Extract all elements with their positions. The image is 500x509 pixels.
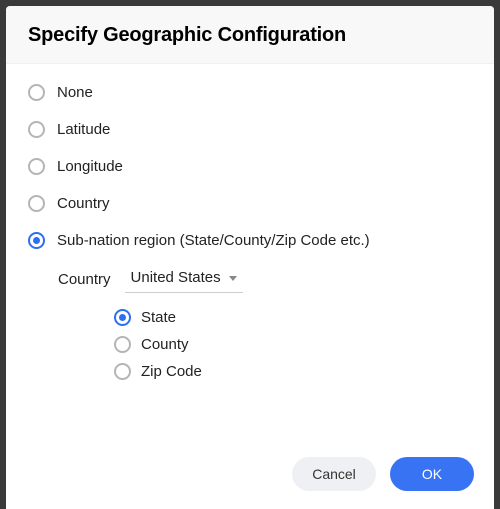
- radio-option-longitude[interactable]: Longitude: [28, 158, 472, 175]
- radio-label: Country: [57, 195, 110, 212]
- cancel-button[interactable]: Cancel: [292, 457, 376, 491]
- dialog-header: Specify Geographic Configuration: [6, 6, 494, 64]
- radio-level-state[interactable]: State: [114, 309, 472, 326]
- radio-label: Longitude: [57, 158, 123, 175]
- radio-icon: [114, 336, 131, 353]
- chevron-down-icon: [229, 276, 237, 281]
- subnation-level-group: State County Zip Code: [58, 309, 472, 380]
- country-selector-row: Country United States: [58, 265, 472, 293]
- radio-icon: [28, 121, 45, 138]
- radio-icon: [28, 232, 45, 249]
- radio-icon: [114, 309, 131, 326]
- radio-icon: [28, 158, 45, 175]
- radio-label: State: [141, 309, 176, 326]
- radio-icon: [28, 84, 45, 101]
- radio-label: County: [141, 336, 189, 353]
- dialog-body: None Latitude Longitude Country Sub-nati…: [6, 64, 494, 443]
- radio-label: Sub-nation region (State/County/Zip Code…: [57, 232, 370, 249]
- radio-option-country[interactable]: Country: [28, 195, 472, 212]
- country-label: Country: [58, 271, 111, 288]
- radio-option-subnation[interactable]: Sub-nation region (State/County/Zip Code…: [28, 232, 472, 249]
- radio-option-latitude[interactable]: Latitude: [28, 121, 472, 138]
- geographic-config-dialog: Specify Geographic Configuration None La…: [6, 6, 494, 509]
- ok-button[interactable]: OK: [390, 457, 474, 491]
- radio-option-none[interactable]: None: [28, 84, 472, 101]
- radio-label: Latitude: [57, 121, 110, 138]
- radio-level-county[interactable]: County: [114, 336, 472, 353]
- country-dropdown[interactable]: United States: [125, 265, 243, 293]
- radio-label: Zip Code: [141, 363, 202, 380]
- dialog-footer: Cancel OK: [6, 443, 494, 509]
- subnation-details: Country United States State County Zip: [28, 265, 472, 380]
- radio-label: None: [57, 84, 93, 101]
- radio-level-zip[interactable]: Zip Code: [114, 363, 472, 380]
- dialog-title: Specify Geographic Configuration: [28, 24, 472, 47]
- radio-icon: [114, 363, 131, 380]
- radio-icon: [28, 195, 45, 212]
- country-dropdown-value: United States: [131, 269, 221, 286]
